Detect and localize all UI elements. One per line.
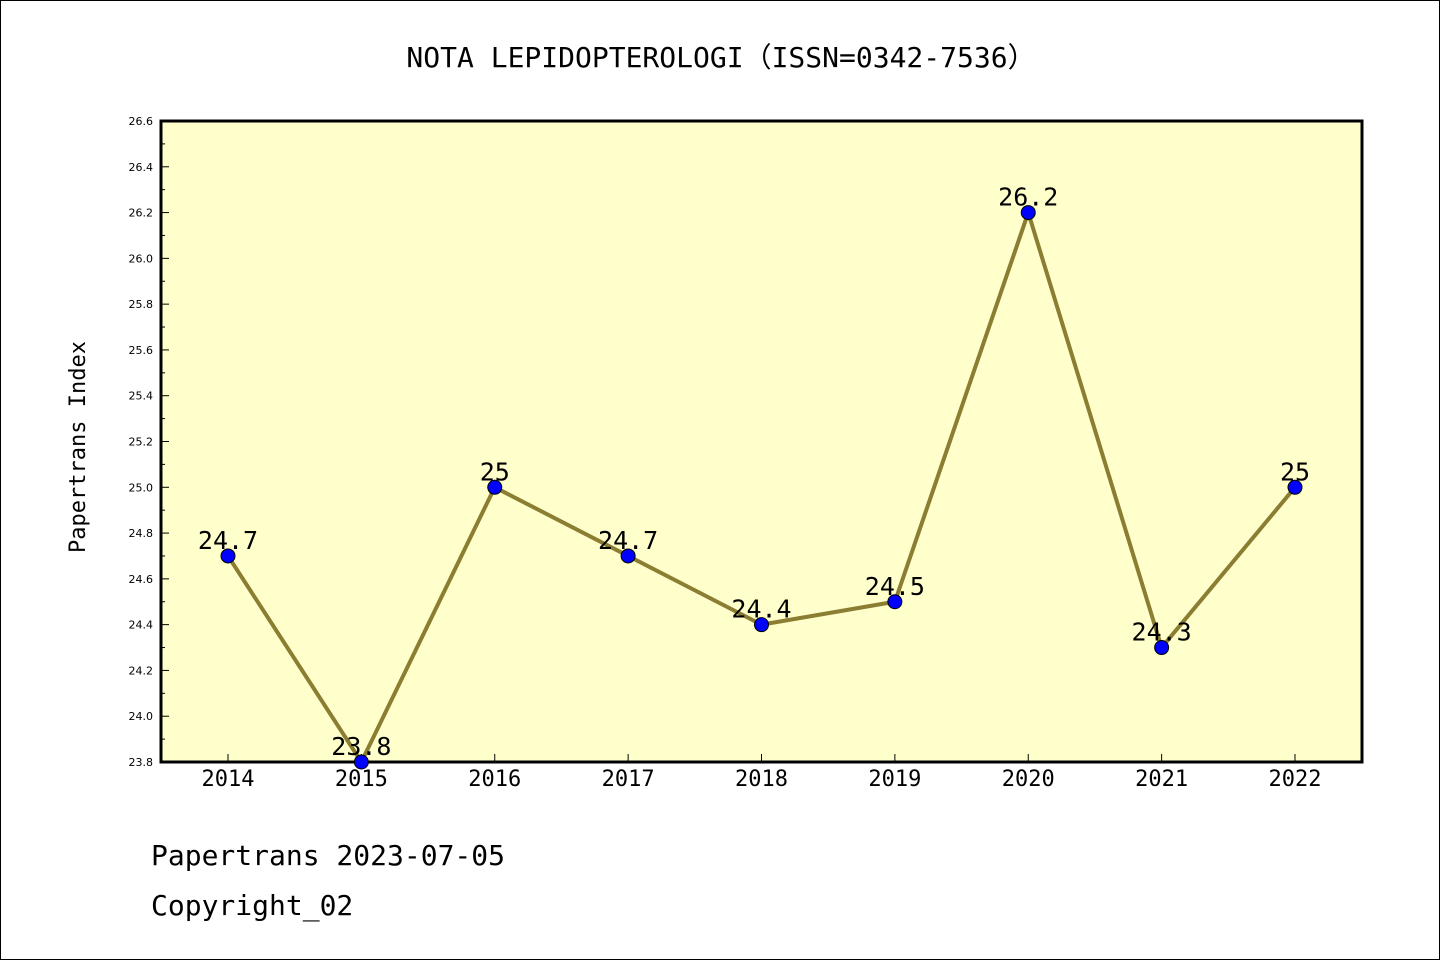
y-tick-label: 25.8 [129,298,154,311]
y-tick-label: 24.4 [129,619,154,632]
x-tick-label: 2022 [1269,767,1322,792]
data-point-marker [353,754,369,770]
data-label: 24.7 [198,526,258,555]
footer-copyright: Copyright_02 [151,889,353,923]
data-label: 23.8 [331,732,391,761]
data-point-marker [1287,479,1303,495]
y-tick-label: 26.0 [129,252,154,265]
y-tick-label: 25.0 [129,481,154,494]
y-tick-label: 25.4 [129,390,154,403]
data-label: 24.3 [1132,618,1192,647]
x-tick-label: 2020 [1002,767,1055,792]
y-tick-label: 23.8 [129,756,154,769]
y-tick-label: 26.4 [129,161,154,174]
x-tick-label: 2015 [335,767,388,792]
chart-title: NOTA LEPIDOPTEROLOGI（ISSN=0342-7536） [406,41,1035,74]
footer-date: Papertrans 2023-07-05 [151,839,505,872]
plot-area [159,119,1364,764]
x-tick-label: 2021 [1135,767,1188,792]
y-tick-label: 26.2 [129,207,154,220]
data-label: 24.5 [865,572,925,601]
y-tick-label: 24.0 [129,710,154,723]
data-label: 25 [1280,457,1310,486]
x-tick-label: 2018 [735,767,788,792]
x-tick-label: 2016 [468,767,521,792]
data-label: 26.2 [998,183,1058,212]
data-labels: 24.7 23.8 25 24.7 24.4 24.5 26.2 24.3 25 [198,183,1310,761]
data-label: 24.4 [731,595,791,624]
y-tick-label: 24.8 [129,527,154,540]
data-point-marker [887,594,903,610]
data-point-marker [1154,640,1170,656]
data-point-marker [754,617,769,633]
data-point-marker [220,548,236,564]
x-tick-label: 2014 [202,767,255,792]
data-point-marker [487,479,503,495]
y-tick-label: 24.6 [129,573,154,586]
y-tick-label: 25.6 [129,344,154,357]
x-tick-label: 2017 [602,767,655,792]
y-axis-ticks: 23.8 24.0 24.2 24.4 24.6 24.8 25.0 25.2 25.4 25.6… [129,115,169,769]
data-label: 24.7 [598,526,658,555]
data-point-marker [620,548,636,564]
y-axis-label: Papertrans Index [66,341,91,553]
x-axis-ticks: 2014 2015 2016 2017 2018 2019 2020 2021 2022 [202,754,1322,792]
y-tick-label: 26.6 [129,115,154,128]
x-tick-label: 2019 [868,767,921,792]
y-tick-label: 25.2 [129,436,154,449]
data-point-marker [1020,205,1036,221]
series-group [220,205,1303,770]
data-label: 25 [480,457,510,486]
y-tick-label: 24.2 [129,664,154,677]
